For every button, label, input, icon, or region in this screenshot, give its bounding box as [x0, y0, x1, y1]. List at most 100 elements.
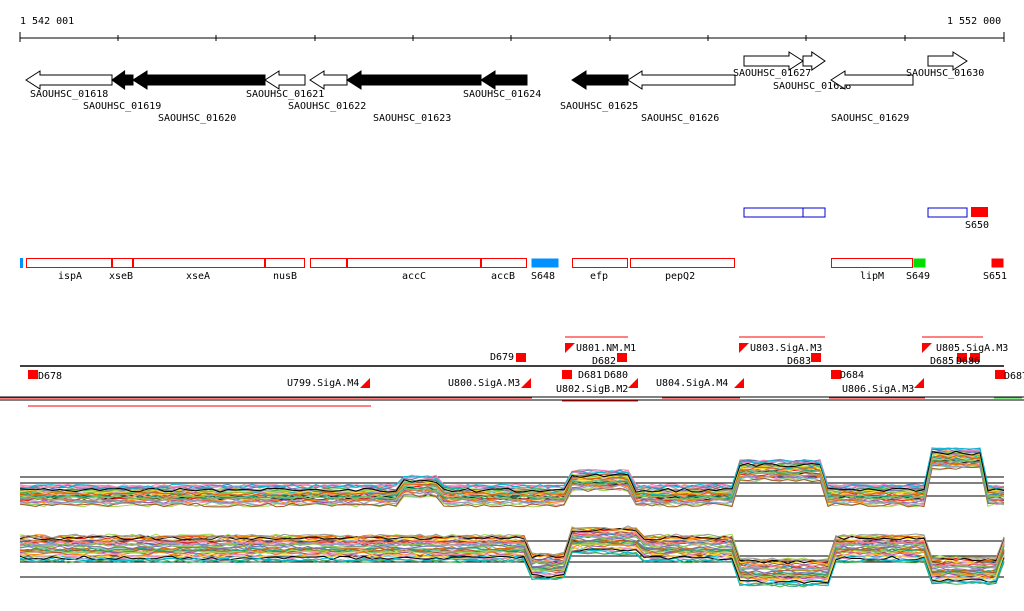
signal-label: D681	[578, 370, 602, 381]
gene-arrow[interactable]	[346, 70, 482, 90]
feature-label: accC	[402, 271, 426, 282]
feature-label: xseA	[186, 271, 210, 282]
gene-arrow[interactable]	[571, 70, 629, 90]
promoter-marker[interactable]	[922, 343, 932, 353]
expression-series-line	[19, 457, 1005, 500]
promoter-marker[interactable]	[734, 378, 744, 388]
gene-arrow[interactable]	[25, 70, 113, 90]
feature-track[interactable]: S650 ispA xseB xseA nusB accC accB S648 efp pepQ2…	[20, 207, 1007, 282]
signal-label: U801.NM.M1	[576, 343, 636, 354]
gene-arrow[interactable]	[480, 70, 528, 90]
expression-series-line	[19, 528, 1005, 565]
gene-label: SAOUHSC_01625	[560, 101, 638, 112]
feature-box[interactable]	[971, 207, 988, 217]
feature-box[interactable]	[481, 258, 527, 268]
expression-series-line	[19, 540, 1005, 577]
ruler: 1 542 001 1 552 000	[19, 16, 1005, 42]
gene-arrow[interactable]	[927, 51, 968, 71]
signal-marker[interactable]	[516, 353, 526, 362]
feature-box[interactable]	[26, 258, 112, 268]
expression-series-line	[19, 447, 1005, 489]
feature-label: lipM	[860, 271, 884, 282]
feature-box[interactable]	[572, 258, 628, 268]
promoter-marker[interactable]	[628, 378, 638, 388]
signal-label: D683	[787, 356, 811, 367]
gene-label: SAOUHSC_01622	[288, 101, 366, 112]
feature-box[interactable]	[991, 258, 1004, 268]
signal-label: U804.SigA.M4	[656, 378, 728, 389]
expression-series-line	[19, 458, 1004, 501]
gene-label: SAOUHSC_01628	[773, 81, 851, 92]
signal-label: U805.SigA.M3	[936, 343, 1008, 354]
feature-box[interactable]	[802, 207, 826, 218]
signal-label: U802.SigB.M2	[556, 384, 628, 395]
signal-marker[interactable]	[957, 353, 967, 362]
promoter-marker[interactable]	[565, 343, 575, 353]
ruler-start-label: 1 542 001	[20, 16, 74, 27]
expression-series-line	[19, 546, 1005, 584]
expression-series-line	[19, 534, 1005, 572]
expression-series-line	[19, 534, 1005, 571]
feature-label: S648	[531, 271, 555, 282]
gene-arrow[interactable]	[132, 70, 266, 90]
promoter-marker[interactable]	[521, 378, 531, 388]
feature-box[interactable]	[265, 258, 305, 268]
promoter-marker[interactable]	[914, 378, 924, 388]
gene-arrow[interactable]	[309, 70, 348, 90]
signal-marker[interactable]	[970, 353, 980, 362]
feature-label: xseB	[109, 271, 133, 282]
gene-arrow[interactable]	[111, 70, 134, 90]
signal-marker[interactable]	[28, 370, 38, 379]
expression-series-line	[19, 447, 1005, 489]
feature-box[interactable]	[133, 258, 265, 268]
signal-marker[interactable]	[831, 370, 841, 379]
signal-marker[interactable]	[617, 353, 627, 362]
feature-label: accB	[491, 271, 515, 282]
signal-label: D680	[604, 370, 628, 381]
signal-track[interactable]: D678 D679 U799.SigA.M4 U800.SigA.M3 U801.NM.…	[0, 336, 1024, 407]
gene-label: SAOUHSC_01621	[246, 89, 324, 100]
expression-series-line	[19, 450, 1005, 493]
feature-box[interactable]	[20, 258, 23, 268]
feature-box[interactable]	[347, 258, 481, 268]
gene-arrow[interactable]	[264, 70, 306, 90]
gene-label: SAOUHSC_01624	[463, 89, 541, 100]
feature-box[interactable]	[743, 207, 804, 218]
signal-marker[interactable]	[995, 370, 1005, 379]
gene-arrow[interactable]	[743, 51, 804, 71]
feature-box[interactable]	[112, 258, 133, 268]
promoter-marker[interactable]	[360, 378, 370, 388]
ruler-ticks	[117, 35, 906, 41]
gene-arrow[interactable]	[627, 70, 736, 90]
feature-box[interactable]	[310, 258, 347, 268]
feature-box[interactable]	[927, 207, 968, 218]
signal-label: U799.SigA.M4	[287, 378, 359, 389]
feature-label: efp	[590, 271, 608, 282]
signal-label: D685	[930, 356, 954, 367]
gene-label: SAOUHSC_01629	[831, 113, 909, 124]
feature-label: S651	[983, 271, 1007, 282]
feature-box[interactable]	[531, 258, 559, 268]
promoter-marker[interactable]	[739, 343, 749, 353]
expression-series-line	[19, 546, 1005, 583]
gene-arrow[interactable]	[802, 51, 826, 71]
signal-label: D679	[490, 352, 514, 363]
feature-box[interactable]	[913, 258, 926, 268]
gene-arrow[interactable]	[830, 70, 914, 90]
feature-label: S650	[965, 220, 989, 231]
expression-series-line	[19, 537, 1005, 574]
signal-marker[interactable]	[811, 353, 821, 362]
expression-series-line	[19, 525, 1005, 562]
expression-series-line	[19, 549, 1005, 587]
signal-label: U806.SigA.M3	[842, 384, 914, 395]
feature-box[interactable]	[630, 258, 735, 268]
signal-marker[interactable]	[562, 370, 572, 379]
feature-label: ispA	[58, 271, 82, 282]
feature-label: pepQ2	[665, 271, 695, 282]
feature-label: nusB	[273, 271, 297, 282]
expression-plots	[19, 447, 1005, 588]
feature-box[interactable]	[831, 258, 913, 268]
gene-label: SAOUHSC_01619	[83, 101, 161, 112]
